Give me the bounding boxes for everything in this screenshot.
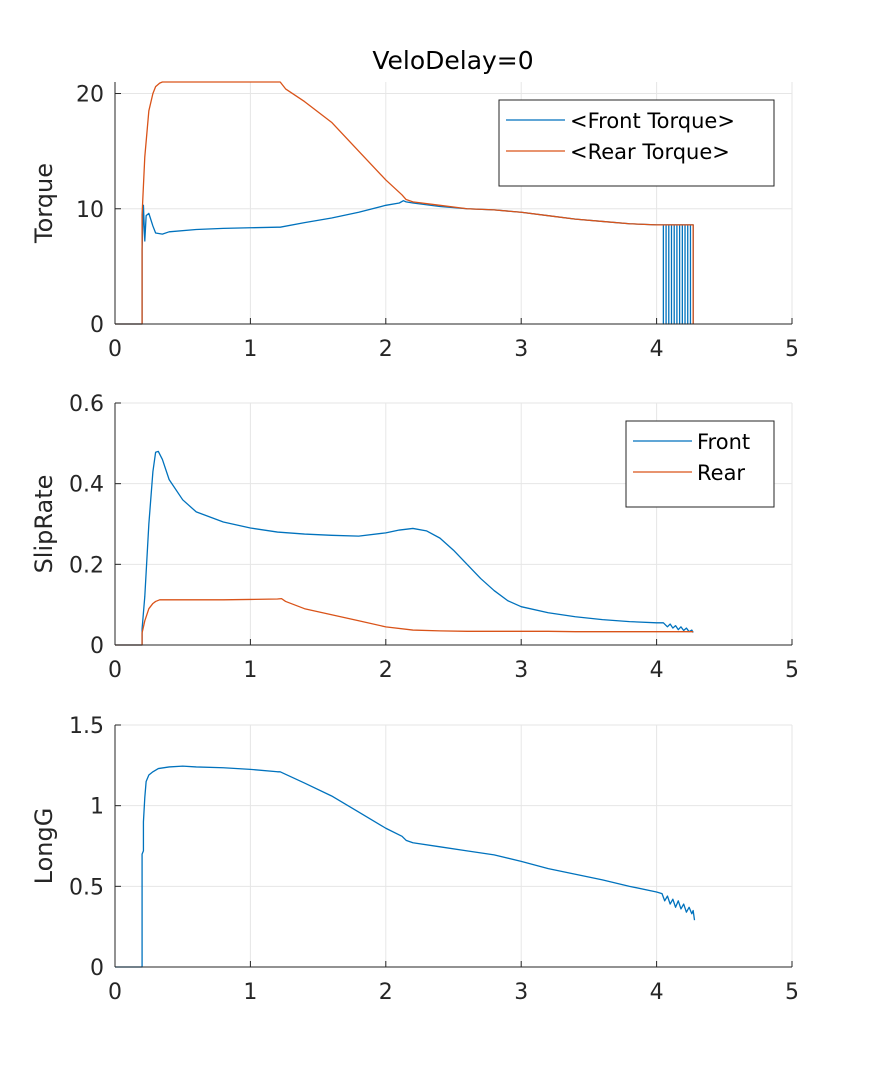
y-axis-title: SlipRate xyxy=(30,475,58,574)
y-tick-label: 20 xyxy=(76,83,104,108)
x-tick-label: 5 xyxy=(785,337,799,362)
x-tick-label: 3 xyxy=(514,658,528,683)
plot-area xyxy=(115,725,792,967)
sliprate-panel: 0 1 2 3 4 5 0 0.2 0.4 0.6 SlipRate Front Rear xyxy=(30,392,799,683)
x-tick-label: 1 xyxy=(243,980,257,1005)
series-line-longg xyxy=(115,765,696,968)
x-tick-label: 0 xyxy=(108,658,122,683)
x-tick-label: 4 xyxy=(650,658,664,683)
legend-box xyxy=(625,420,775,508)
x-tick-label: 2 xyxy=(379,658,393,683)
y-tick-label: 0.4 xyxy=(69,473,104,498)
legend-label: Rear xyxy=(697,461,745,485)
x-tick-label: 2 xyxy=(379,337,393,362)
legend: <Front Torque> <Rear Torque> xyxy=(498,99,775,187)
legend-label: <Rear Torque> xyxy=(570,140,730,164)
x-tick-label: 0 xyxy=(108,337,122,362)
x-tick-label: 4 xyxy=(650,980,664,1005)
figure-title: VeloDelay=0 xyxy=(372,46,533,75)
x-tick-label: 4 xyxy=(650,337,664,362)
y-axis-title: Torque xyxy=(30,163,58,244)
series-line-front xyxy=(115,450,694,646)
legend-label: <Front Torque> xyxy=(570,109,735,133)
x-tick-label: 3 xyxy=(514,980,528,1005)
y-tick-label: 0 xyxy=(90,956,104,981)
y-tick-label: 1.5 xyxy=(69,714,104,739)
x-tick-label: 5 xyxy=(785,658,799,683)
x-tick-label: 1 xyxy=(243,337,257,362)
legend: Front Rear xyxy=(625,420,775,508)
legend-label: Front xyxy=(697,430,750,454)
series-line-rear xyxy=(115,597,694,646)
x-tick-label: 1 xyxy=(243,658,257,683)
y-tick-label: 1 xyxy=(90,795,104,820)
y-tick-label: 0 xyxy=(90,634,104,659)
torque-panel: 0 1 2 3 4 5 0 10 20 Torque <Front Torque> <Rear Tor… xyxy=(30,81,799,362)
y-axis-title: LongG xyxy=(30,808,58,885)
x-tick-label: 3 xyxy=(514,337,528,362)
y-tick-label: 10 xyxy=(76,198,104,223)
series-line-rear-torque xyxy=(115,81,694,325)
x-tick-label: 2 xyxy=(379,980,393,1005)
x-tick-label: 5 xyxy=(785,980,799,1005)
y-tick-label: 0.2 xyxy=(69,553,104,578)
x-tick-label: 0 xyxy=(108,980,122,1005)
y-tick-label: 0.6 xyxy=(69,392,104,417)
y-tick-label: 0.5 xyxy=(69,875,104,900)
legend-box xyxy=(498,99,775,187)
longg-panel: 0 1 2 3 4 5 0 0.5 1 1.5 LongG xyxy=(30,714,799,1005)
series-line-front-torque xyxy=(115,200,694,325)
y-tick-label: 0 xyxy=(90,313,104,338)
